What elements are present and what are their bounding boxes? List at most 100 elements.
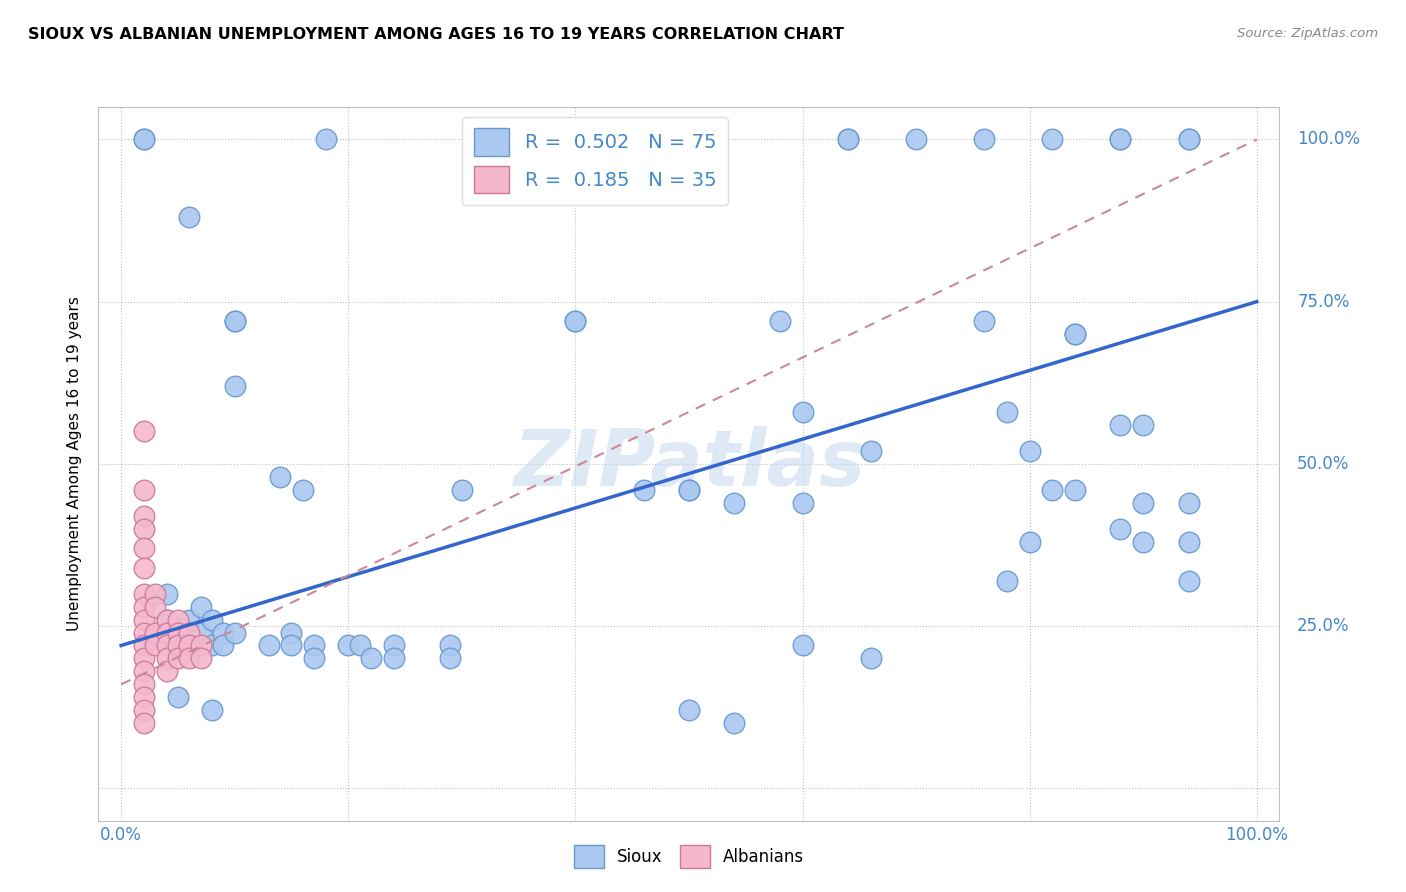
Point: [995, 574, 1018, 588]
Point: [1109, 522, 1132, 536]
Point: [167, 651, 190, 665]
Point: [179, 211, 201, 225]
Point: [280, 639, 302, 653]
Point: [1018, 443, 1040, 458]
Point: [155, 639, 177, 653]
Point: [1040, 132, 1063, 146]
Text: ZIPatlas: ZIPatlas: [513, 425, 865, 502]
Point: [439, 651, 461, 665]
Point: [973, 314, 995, 328]
Point: [792, 496, 814, 510]
Point: [155, 613, 177, 627]
Point: [859, 651, 882, 665]
Point: [224, 314, 246, 328]
Point: [905, 132, 928, 146]
Point: [132, 599, 155, 614]
Point: [291, 483, 314, 497]
Point: [463, 132, 485, 146]
Point: [792, 639, 814, 653]
Point: [1177, 132, 1199, 146]
Point: [179, 613, 201, 627]
Point: [463, 132, 485, 146]
Point: [360, 651, 382, 665]
Point: [132, 132, 155, 146]
Point: [792, 405, 814, 419]
Point: [190, 599, 212, 614]
Point: [132, 690, 155, 705]
Text: 100.0%: 100.0%: [1298, 130, 1360, 148]
Point: [1018, 534, 1040, 549]
Point: [302, 639, 325, 653]
Point: [132, 132, 155, 146]
Point: [337, 639, 360, 653]
Point: [132, 613, 155, 627]
Point: [450, 483, 472, 497]
Point: [1132, 534, 1154, 549]
Point: [439, 639, 461, 653]
Point: [269, 470, 291, 484]
Point: [201, 703, 224, 717]
Point: [837, 132, 859, 146]
Point: [132, 483, 155, 497]
Point: [143, 625, 166, 640]
Point: [212, 625, 235, 640]
Text: 75.0%: 75.0%: [1298, 293, 1350, 310]
Y-axis label: Unemployment Among Ages 16 to 19 years: Unemployment Among Ages 16 to 19 years: [67, 296, 83, 632]
Point: [1109, 417, 1132, 432]
Point: [132, 677, 155, 691]
Point: [995, 405, 1018, 419]
Point: [167, 613, 190, 627]
Point: [132, 703, 155, 717]
Point: [132, 541, 155, 556]
Point: [201, 639, 224, 653]
Point: [132, 625, 155, 640]
Point: [190, 651, 212, 665]
Text: 25.0%: 25.0%: [1298, 617, 1350, 635]
Point: [201, 613, 224, 627]
Point: [132, 425, 155, 439]
Point: [564, 314, 586, 328]
Point: [179, 625, 201, 640]
Point: [1132, 496, 1154, 510]
Point: [167, 625, 190, 640]
Point: [132, 508, 155, 523]
Point: [179, 651, 201, 665]
Point: [633, 483, 655, 497]
Point: [678, 703, 700, 717]
Text: 50.0%: 50.0%: [1298, 455, 1350, 473]
Point: [224, 379, 246, 393]
Point: [723, 496, 745, 510]
Point: [1109, 132, 1132, 146]
Text: SIOUX VS ALBANIAN UNEMPLOYMENT AMONG AGES 16 TO 19 YEARS CORRELATION CHART: SIOUX VS ALBANIAN UNEMPLOYMENT AMONG AGE…: [28, 27, 844, 42]
Point: [280, 625, 302, 640]
Point: [382, 651, 405, 665]
Point: [1109, 132, 1132, 146]
Point: [190, 639, 212, 653]
Point: [132, 665, 155, 679]
Point: [349, 639, 371, 653]
Point: [859, 443, 882, 458]
Point: [155, 665, 177, 679]
Point: [179, 625, 201, 640]
Point: [132, 651, 155, 665]
Point: [212, 639, 235, 653]
Point: [167, 639, 190, 653]
Point: [1132, 417, 1154, 432]
Point: [257, 639, 280, 653]
Text: Source: ZipAtlas.com: Source: ZipAtlas.com: [1237, 27, 1378, 40]
Point: [132, 522, 155, 536]
Point: [1064, 327, 1087, 342]
Point: [723, 716, 745, 731]
Point: [1040, 483, 1063, 497]
Point: [155, 651, 177, 665]
Point: [769, 314, 792, 328]
Point: [143, 639, 166, 653]
Point: [224, 314, 246, 328]
Point: [167, 690, 190, 705]
Point: [132, 639, 155, 653]
Point: [837, 132, 859, 146]
Point: [1177, 534, 1199, 549]
Point: [564, 314, 586, 328]
Point: [973, 132, 995, 146]
Point: [1064, 483, 1087, 497]
